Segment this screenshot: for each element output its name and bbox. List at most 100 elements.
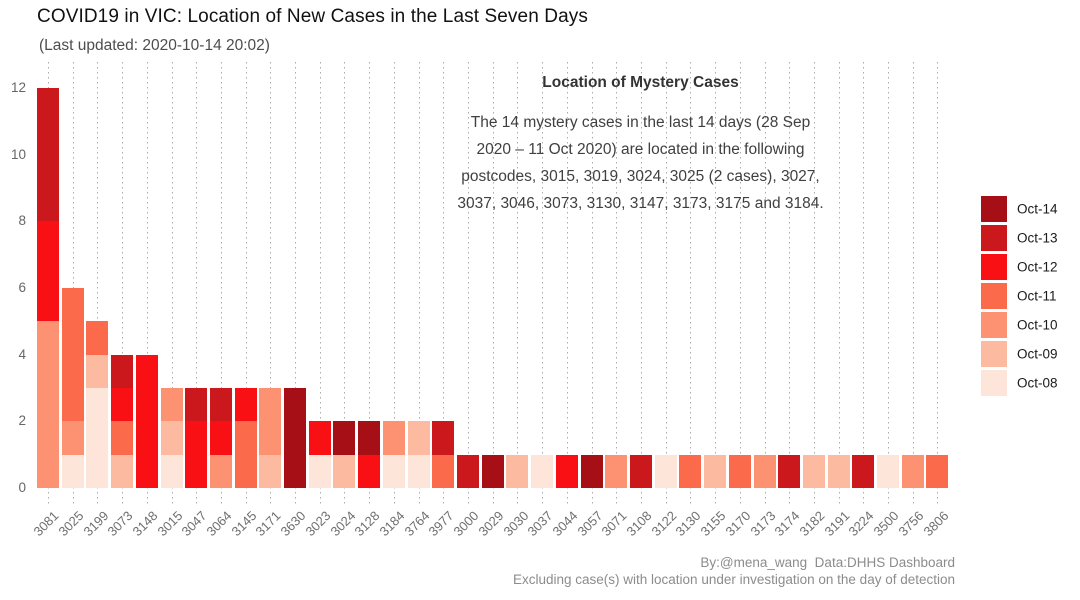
bar-segment-3130-Oct-11 [679,454,702,488]
bar-segment-3024-Oct-09 [333,454,356,488]
legend-label: Oct-10 [1017,317,1058,333]
bar-segment-3174-Oct-13 [778,454,801,488]
bar-segment-3023-Oct-12 [308,421,331,455]
bar-layer [32,62,956,488]
gridline [295,62,297,505]
bar-segment-3500-Oct-08 [877,454,900,488]
bar-segment-3047-Oct-13 [185,388,208,422]
annotation-title: Location of Mystery Cases [542,74,739,91]
gridline [220,62,222,505]
footer: By:@mena_wang Data:DHHS Dashboard Exclud… [513,554,955,588]
legend-swatch [981,283,1007,309]
y-tick-label: 4 [18,346,26,362]
bar-segment-3015-Oct-08 [160,454,183,488]
bar-segment-3000-Oct-13 [457,454,480,488]
bar-segment-3073-Oct-11 [111,421,134,455]
legend-label: Oct-11 [1017,288,1057,304]
chart-subtitle: (Last updated: 2020-10-14 20:02) [39,37,270,54]
legend-label: Oct-08 [1017,375,1058,391]
gridline [369,62,371,505]
bar-segment-3199-Oct-08 [86,388,109,488]
footer-note: Excluding case(s) with location under in… [512,572,955,587]
bar-segment-3073-Oct-13 [111,354,134,388]
gridline [665,62,667,505]
bar-segment-3047-Oct-12 [185,421,208,488]
gridline [937,62,939,505]
y-tick-label: 12 [10,80,26,95]
bar-segment-3073-Oct-09 [111,454,134,488]
gridline [196,62,198,505]
legend-item-Oct-13: Oct-13 [981,225,1080,251]
gridline [764,62,766,505]
chart-title: COVID19 in VIC: Location of New Cases in… [37,6,588,27]
bar-segment-3081-Oct-10 [37,321,59,488]
bar-segment-3764-Oct-08 [407,454,430,488]
legend-label: Oct-12 [1017,259,1058,275]
gridline [715,62,717,505]
gridline [146,62,148,505]
bar-segment-3171-Oct-09 [259,454,282,488]
legend-label: Oct-09 [1017,346,1058,362]
legend-item-Oct-08: Oct-08 [981,370,1080,396]
bar-segment-3184-Oct-08 [382,454,405,488]
gridline [912,62,914,505]
bar-segment-3030-Oct-09 [506,454,529,488]
bar-segment-3037-Oct-08 [531,454,554,488]
annotation-body: The 14 mystery cases in the last 14 days… [457,114,824,212]
legend-swatch [981,341,1007,367]
legend-item-Oct-11: Oct-11 [981,283,1080,309]
gridline [690,62,692,505]
bar-segment-3199-Oct-11 [86,321,109,355]
gridline [171,62,173,505]
bar-segment-3977-Oct-13 [432,421,455,455]
bar-segment-3064-Oct-10 [209,454,232,488]
gridline [542,62,544,505]
gridline [393,62,395,505]
bar-segment-3081-Oct-13 [37,88,59,222]
legend-item-Oct-09: Oct-09 [981,341,1080,367]
bar-segment-3199-Oct-09 [86,354,109,388]
gridline [739,62,741,505]
bar-segment-3182-Oct-09 [802,454,825,488]
bar-segment-3977-Oct-11 [432,454,455,488]
bar-segment-3171-Oct-10 [259,388,282,455]
bar-segment-3025-Oct-08 [61,454,84,488]
y-tick-label: 2 [18,413,26,429]
gridline [443,62,445,505]
gridline [270,62,272,505]
bar-segment-3630-Oct-14 [284,388,307,488]
bar-segment-3024-Oct-14 [333,421,356,455]
legend-item-Oct-14: Oct-14 [981,196,1080,222]
x-tick-label: 3806 [920,508,952,540]
gridline [319,62,321,505]
bar-segment-3173-Oct-10 [753,454,776,488]
legend: Oct-14 Oct-13 Oct-12 Oct-11 Oct-10 Oct-09 Oct-… [981,196,1080,399]
bar-segment-3145-Oct-12 [234,388,257,422]
gridline-layer [32,62,956,505]
y-tick-label: 6 [18,280,26,295]
bar-segment-3170-Oct-11 [728,454,751,488]
gridline [863,62,865,505]
gridline [122,62,124,505]
bar-segment-3145-Oct-11 [234,421,257,488]
legend-label: Oct-13 [1017,230,1058,246]
y-axis: 0 2 4 6 8 10 12 [0,0,26,600]
bar-segment-3015-Oct-10 [160,388,183,422]
legend-swatch [981,312,1007,338]
bar-segment-3025-Oct-11 [61,288,84,422]
bar-segment-3148-Oct-12 [135,354,158,488]
bar-segment-3057-Oct-14 [580,454,603,488]
legend-item-Oct-10: Oct-10 [981,312,1080,338]
bar-segment-3064-Oct-12 [209,421,232,455]
gridline [72,62,74,505]
bar-segment-3191-Oct-09 [827,454,850,488]
gridline [591,62,593,505]
legend-item-Oct-12: Oct-12 [981,254,1080,280]
bar-segment-3224-Oct-13 [852,454,875,488]
bar-segment-3023-Oct-08 [308,454,331,488]
bar-segment-3756-Oct-10 [901,454,924,488]
bar-segment-3015-Oct-09 [160,421,183,455]
gridline [566,62,568,505]
bar-segment-3122-Oct-08 [654,454,677,488]
bar-segment-3155-Oct-09 [704,454,727,488]
